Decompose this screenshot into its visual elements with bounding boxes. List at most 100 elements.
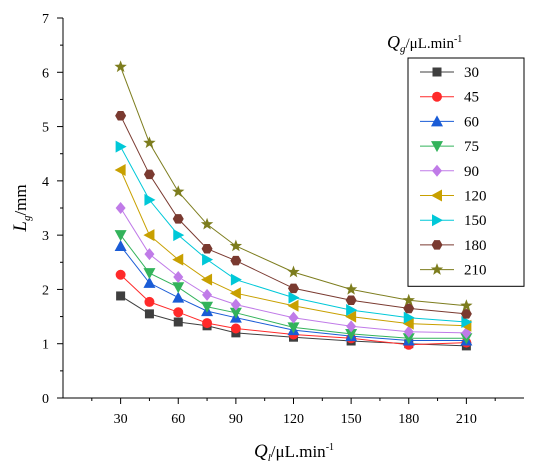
series-90	[115, 202, 472, 339]
data-point-75	[229, 307, 242, 319]
legend-marker-60	[431, 115, 443, 127]
data-point-120	[287, 299, 299, 312]
data-point-120	[345, 310, 357, 323]
legend-marker-210	[430, 263, 444, 275]
data-point-90	[403, 325, 414, 338]
data-point-75	[201, 301, 214, 313]
data-point-150	[202, 253, 214, 266]
legend-marker-45	[432, 91, 442, 102]
y-tick-label: 7	[42, 12, 49, 27]
data-point-180	[288, 283, 299, 294]
data-point-75	[172, 282, 185, 294]
data-point-75	[402, 333, 415, 345]
data-point-180	[201, 243, 213, 254]
data-point-150	[144, 193, 156, 206]
data-point-150	[461, 316, 473, 328]
y-tick-label: 1	[42, 338, 49, 353]
data-point-120	[402, 317, 414, 330]
x-tick-label: 120	[283, 412, 304, 427]
x-tick-label: 210	[456, 412, 477, 427]
data-point-120	[143, 229, 155, 242]
data-point-45	[173, 307, 184, 318]
data-point-210	[143, 136, 156, 149]
data-point-150	[173, 229, 185, 242]
data-point-210	[229, 239, 243, 252]
data-point-210	[287, 265, 300, 278]
data-point-180	[172, 214, 184, 224]
legend-label-30: 30	[464, 65, 479, 81]
data-point-90	[230, 298, 241, 311]
legend-label-60: 60	[464, 114, 479, 130]
y-tick-label: 4	[42, 175, 49, 190]
data-point-90	[115, 202, 126, 214]
data-point-60	[114, 240, 127, 251]
legend-label-45: 45	[464, 90, 479, 106]
data-point-210	[460, 299, 473, 311]
legend-marker-180	[431, 240, 443, 250]
x-tick-label: 90	[229, 412, 243, 427]
y-tick-label: 5	[42, 121, 49, 136]
legend-label-90: 90	[464, 164, 479, 180]
series-180	[115, 110, 472, 319]
y-axis-title: Lg/mm	[10, 184, 33, 232]
data-point-120	[172, 253, 184, 266]
y-tick-label: 3	[42, 229, 49, 244]
data-point-150	[288, 291, 300, 304]
data-point-180	[143, 169, 155, 180]
data-point-60	[143, 276, 156, 288]
data-point-120	[229, 287, 241, 300]
x-tick-label: 180	[398, 412, 419, 427]
data-point-180	[345, 295, 357, 306]
legend-marker-30	[432, 67, 442, 77]
data-point-180	[115, 110, 127, 121]
data-point-30	[173, 317, 183, 327]
legend-label-150: 150	[464, 213, 487, 229]
data-point-90	[202, 288, 213, 301]
legend: Qg/μL.min-130 45 60 75 90 120 150 180 210	[387, 32, 525, 287]
data-point-75	[143, 268, 156, 280]
legend-label-120: 120	[464, 189, 487, 205]
legend-box	[407, 57, 525, 287]
y-tick-label: 2	[42, 283, 49, 298]
data-point-30	[144, 309, 154, 319]
data-point-45	[230, 323, 241, 334]
data-point-30	[116, 291, 126, 301]
data-point-75	[345, 328, 358, 340]
data-point-45	[202, 318, 213, 329]
legend-marker-150	[432, 214, 443, 227]
data-point-150	[346, 304, 358, 317]
data-point-180	[230, 255, 242, 266]
x-tick-label: 150	[341, 412, 362, 427]
series-layer	[114, 60, 473, 351]
legend-label-180: 180	[464, 238, 487, 254]
legend-label-75: 75	[464, 139, 479, 155]
x-axis-title: Ql/μL.min-1	[254, 441, 334, 464]
data-point-60	[172, 291, 185, 303]
data-point-180	[403, 303, 415, 314]
data-point-150	[403, 311, 415, 324]
data-point-75	[287, 322, 300, 334]
data-point-150	[230, 273, 242, 286]
data-point-210	[200, 217, 214, 230]
y-tick-label: 6	[42, 66, 49, 81]
data-point-90	[173, 270, 184, 283]
data-point-180	[460, 309, 472, 319]
axis-labels: Ql/μL.min-1 Lg/mm	[10, 184, 334, 464]
data-point-150	[115, 140, 127, 153]
data-point-120	[201, 273, 213, 286]
data-point-210	[114, 60, 127, 73]
data-point-90	[288, 311, 299, 324]
series-75	[114, 230, 473, 345]
series-150	[115, 140, 473, 328]
data-point-45	[144, 296, 155, 307]
legend-marker-120	[431, 189, 442, 202]
data-point-210	[344, 282, 358, 295]
data-point-75	[114, 230, 127, 242]
data-point-90	[346, 320, 357, 333]
data-point-210	[172, 185, 185, 197]
series-210	[114, 60, 473, 311]
y-tick-label: 0	[42, 392, 49, 407]
legend-marker-90	[432, 164, 442, 177]
